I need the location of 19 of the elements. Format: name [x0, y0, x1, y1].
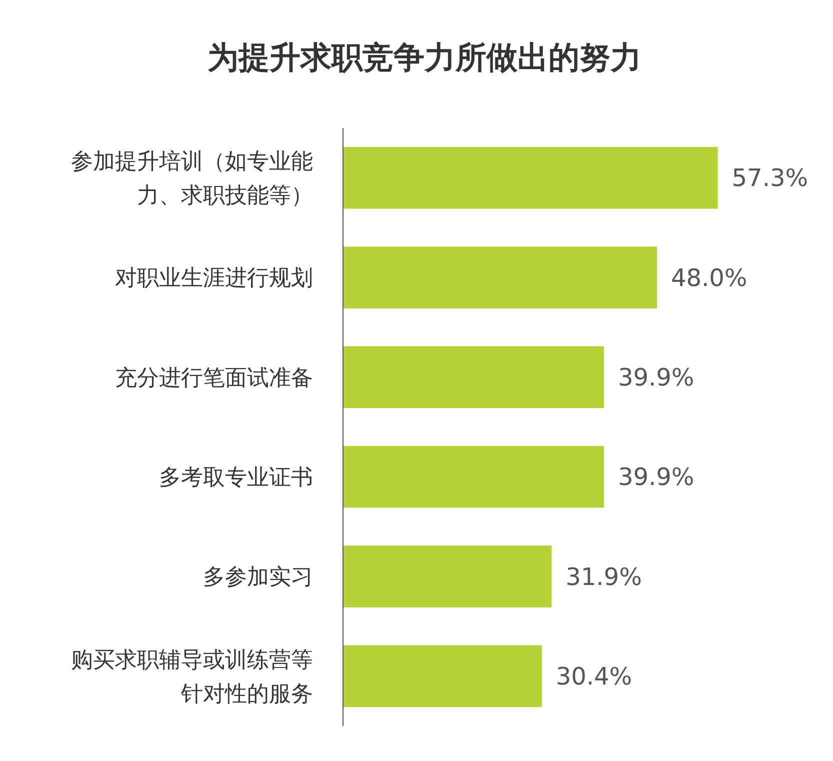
chart-title: 为提升求职竞争力所做出的努力	[208, 40, 642, 76]
y-tick-label: 对职业生涯进行规划	[115, 266, 313, 292]
bar	[343, 546, 552, 608]
y-tick-label: 购买求职辅导或训练营等针对性的服务	[71, 648, 313, 707]
bar	[343, 645, 542, 708]
data-label: 48.0%	[670, 264, 748, 292]
y-tick-label: 多考取专业证书	[159, 466, 313, 491]
data-label: 39.9%	[618, 463, 694, 492]
data-label: 31.9%	[566, 562, 642, 591]
data-label: 30.4%	[556, 662, 632, 691]
bar	[343, 246, 657, 308]
y-tick-label: 充分进行笔面试准备	[115, 366, 313, 391]
y-tick-label: 多参加实习	[203, 565, 313, 590]
bar	[343, 446, 604, 508]
data-label: 57.3%	[732, 164, 808, 192]
y-tick-label: 参加提升培训（如专业能力、求职技能等）	[71, 150, 313, 209]
bar	[343, 346, 604, 408]
bar	[343, 146, 718, 209]
data-label: 39.9%	[618, 364, 694, 392]
